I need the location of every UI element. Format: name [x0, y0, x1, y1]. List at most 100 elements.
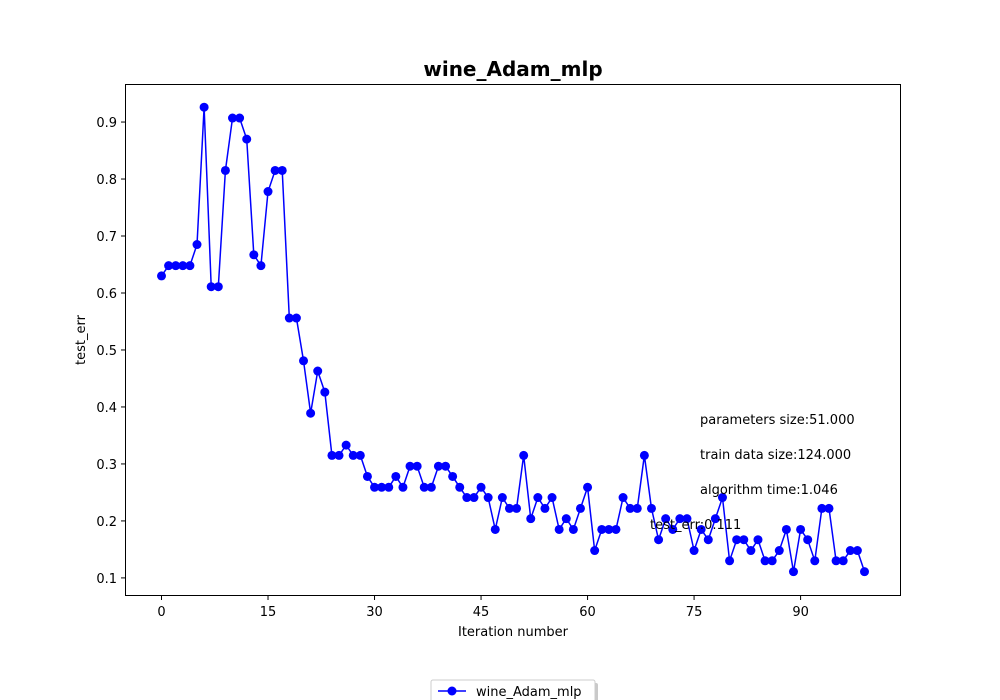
data-point — [625, 503, 635, 513]
data-point — [448, 471, 458, 481]
data-point — [781, 524, 791, 534]
legend: wine_Adam_mlp — [430, 679, 598, 700]
data-point — [831, 556, 841, 566]
data-point — [519, 450, 529, 460]
data-point — [547, 493, 557, 503]
data-point — [490, 524, 500, 534]
y-tick-label: 0.3 — [96, 458, 117, 473]
data-point — [270, 165, 280, 175]
plot-area — [157, 102, 869, 577]
data-point — [334, 450, 344, 460]
data-point — [732, 535, 742, 545]
data-point — [235, 113, 245, 123]
y-tick-label: 0.5 — [96, 344, 117, 359]
data-point — [817, 503, 827, 513]
data-point — [497, 493, 507, 503]
data-point — [433, 461, 443, 471]
x-axis: 0 15 30 45 60 75 90 — [157, 595, 809, 620]
data-point — [604, 524, 614, 534]
data-point — [185, 261, 195, 271]
data-point — [668, 524, 678, 534]
y-tick-label: 0.8 — [96, 173, 117, 188]
series-line — [160, 106, 866, 573]
data-point — [377, 482, 387, 492]
data-point — [213, 282, 223, 292]
axes-frame — [125, 84, 901, 596]
x-tick-label: 60 — [579, 605, 596, 620]
data-point — [568, 524, 578, 534]
data-point — [583, 482, 593, 492]
annotation-train-data-size: train data size:124.000 — [700, 448, 851, 463]
data-point — [391, 471, 401, 481]
data-point — [824, 503, 834, 513]
x-tick-label: 45 — [473, 605, 490, 620]
data-point — [725, 556, 735, 566]
y-tick-label: 0.2 — [96, 515, 117, 530]
y-tick-label: 0.9 — [96, 116, 117, 131]
data-point — [405, 461, 415, 471]
data-point — [277, 165, 287, 175]
data-point — [597, 524, 607, 534]
data-point — [760, 556, 770, 566]
data-point — [796, 524, 806, 534]
data-point — [590, 546, 600, 556]
data-point — [362, 471, 372, 481]
data-point — [206, 282, 216, 292]
data-point — [370, 482, 380, 492]
x-tick-label: 15 — [260, 605, 277, 620]
data-point — [483, 493, 493, 503]
data-point — [426, 482, 436, 492]
data-point — [171, 261, 181, 271]
data-point — [852, 546, 862, 556]
data-point — [284, 313, 294, 323]
data-point — [540, 503, 550, 513]
data-point — [249, 250, 259, 260]
data-point — [313, 366, 323, 376]
data-point — [717, 493, 727, 503]
x-tick-label: 75 — [686, 605, 703, 620]
data-point — [199, 102, 209, 112]
data-point — [299, 356, 309, 366]
data-point — [675, 514, 685, 524]
data-point — [192, 240, 202, 250]
data-point — [476, 482, 486, 492]
data-point — [412, 461, 422, 471]
data-point — [526, 514, 536, 524]
data-point — [355, 450, 365, 460]
data-point — [291, 313, 301, 323]
data-point — [803, 535, 813, 545]
y-tick-label: 0.4 — [96, 401, 117, 416]
data-point — [306, 408, 316, 418]
y-tick-label: 0.1 — [96, 572, 117, 587]
data-point — [178, 261, 188, 271]
data-point — [838, 556, 848, 566]
data-point — [462, 493, 472, 503]
data-point — [561, 514, 571, 524]
data-point — [455, 482, 465, 492]
legend-box — [430, 679, 596, 700]
y-tick-label: 0.7 — [96, 230, 117, 245]
data-point — [157, 271, 166, 281]
data-point — [682, 514, 692, 524]
data-point — [242, 134, 252, 144]
data-point — [611, 524, 621, 534]
data-point — [327, 450, 337, 460]
data-point — [639, 450, 649, 460]
data-point — [860, 567, 869, 577]
data-point — [504, 503, 514, 513]
data-point — [654, 535, 664, 545]
data-point — [632, 503, 642, 513]
data-point — [618, 493, 628, 503]
data-point — [575, 503, 585, 513]
data-point — [753, 535, 763, 545]
data-point — [348, 450, 358, 460]
y-axis-label: test_err — [74, 314, 89, 365]
legend-marker — [447, 686, 457, 696]
x-tick-label: 30 — [366, 605, 383, 620]
data-point — [774, 546, 784, 556]
data-point — [384, 482, 394, 492]
data-point — [341, 440, 351, 450]
data-point — [441, 461, 451, 471]
annotations: parameters size:51.000 train data size:1… — [650, 413, 855, 533]
